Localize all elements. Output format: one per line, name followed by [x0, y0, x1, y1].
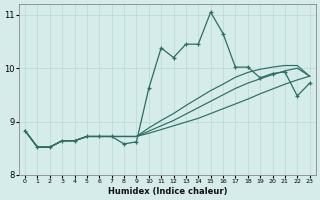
X-axis label: Humidex (Indice chaleur): Humidex (Indice chaleur) — [108, 187, 227, 196]
